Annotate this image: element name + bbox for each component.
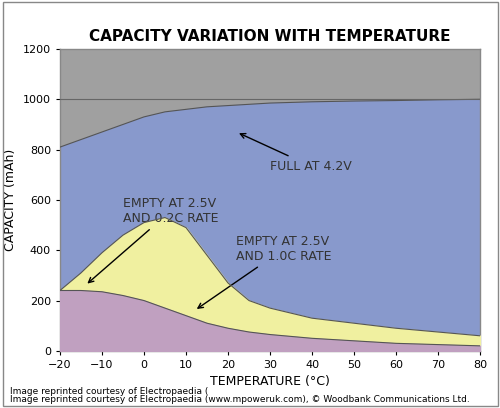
Text: Image reprinted courtesy of Electropaedia (: Image reprinted courtesy of Electropaedi… — [10, 387, 208, 396]
Y-axis label: CAPACITY (mAh): CAPACITY (mAh) — [4, 149, 18, 251]
Text: EMPTY AT 2.5V
AND 0.2C RATE: EMPTY AT 2.5V AND 0.2C RATE — [88, 197, 218, 283]
X-axis label: TEMPERATURE (°C): TEMPERATURE (°C) — [210, 375, 330, 388]
Text: FULL AT 4.2V: FULL AT 4.2V — [240, 133, 352, 173]
Text: Image reprinted courtesy of Electropaedia (www.mpoweruk.com), © Woodbank Communi: Image reprinted courtesy of Electropaedi… — [10, 395, 470, 404]
Title: CAPACITY VARIATION WITH TEMPERATURE: CAPACITY VARIATION WITH TEMPERATURE — [89, 29, 451, 44]
Text: EMPTY AT 2.5V
AND 1.0C RATE: EMPTY AT 2.5V AND 1.0C RATE — [198, 235, 332, 308]
